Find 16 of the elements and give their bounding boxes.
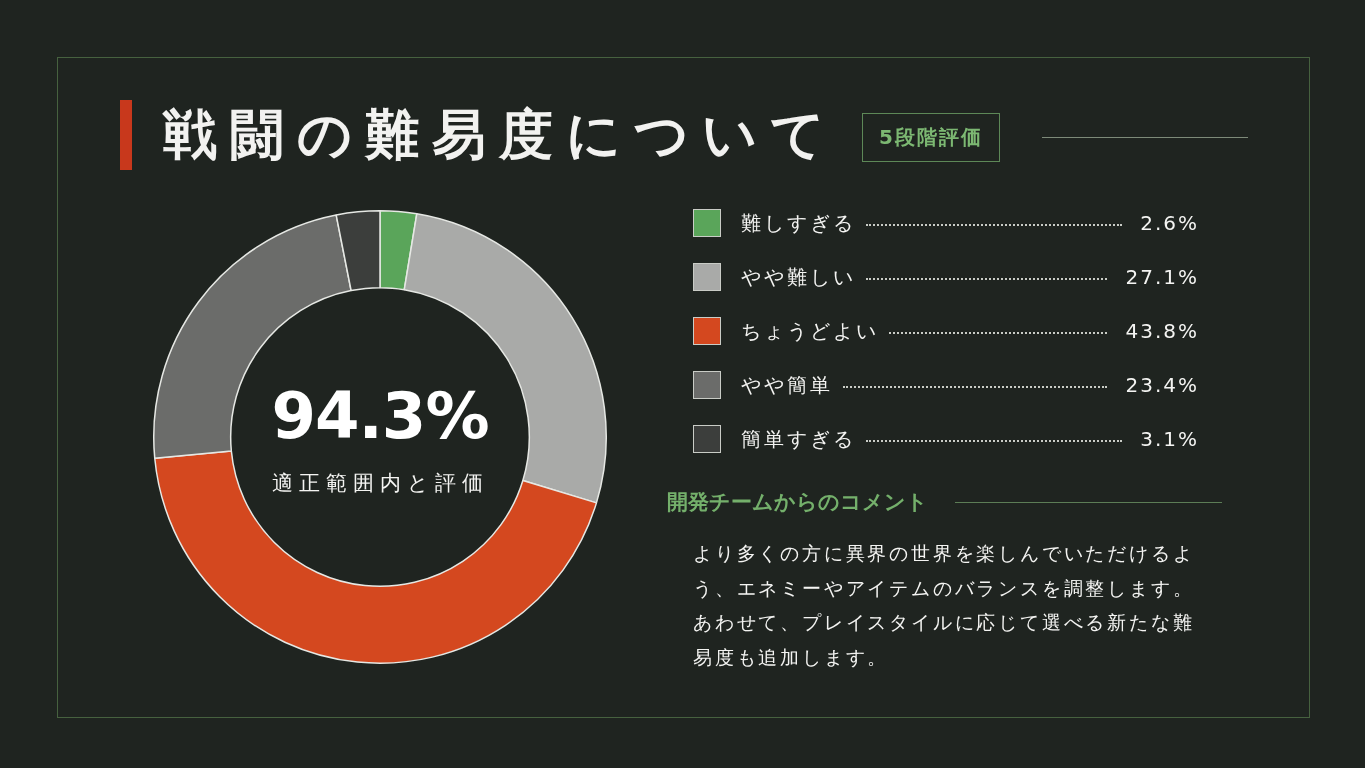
- data-label: 43.8%: [1125, 318, 1199, 345]
- text: 開発チームからのコメント: [667, 489, 928, 516]
- chart-title: 戦闘の難易度について: [163, 102, 838, 168]
- data-label: 2.6%: [1140, 210, 1199, 237]
- legend-label: やや簡単: [741, 372, 833, 399]
- text: より多くの方に異界の世界を楽しんでいただけるよう、エネミーやアイテムのバランスを調整します。あわせて、プレイスタイルに応じて選べる新たな難易度も追加します。: [693, 541, 1196, 670]
- data-label: 27.1%: [1125, 264, 1199, 291]
- legend-label: 難しすぎる: [741, 210, 856, 237]
- chart-subtitle: 5段階評価: [862, 113, 1000, 162]
- legend-label: 簡単すぎる: [741, 426, 856, 453]
- legend-label: ちょうどよい: [741, 318, 879, 345]
- text: 適正範囲内と評価: [270, 470, 490, 497]
- data-label: 23.4%: [1125, 372, 1199, 399]
- data-label: 3.1%: [1140, 426, 1199, 453]
- legend-label: やや難しい: [741, 264, 856, 291]
- text: 94.3%: [270, 378, 490, 455]
